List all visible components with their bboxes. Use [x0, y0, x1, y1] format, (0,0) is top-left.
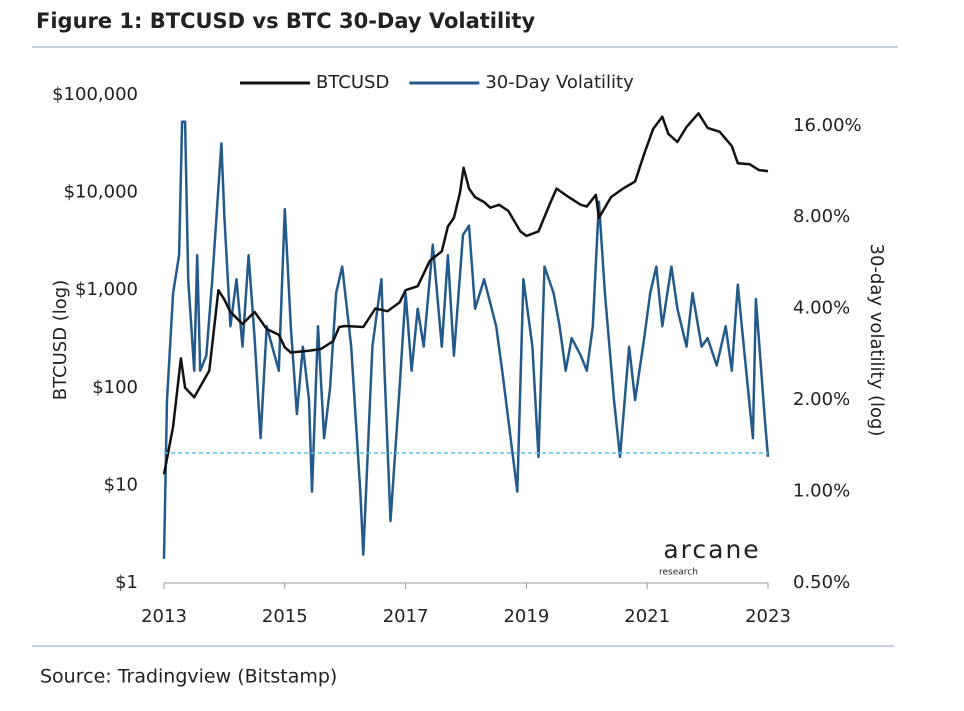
- y-tick-label: $1: [115, 572, 138, 593]
- legend-label: BTCUSD: [316, 72, 389, 93]
- y2-tick-label: 16.00%: [793, 115, 862, 136]
- logo-tagline: research: [659, 568, 698, 578]
- series-line: [162, 120, 770, 559]
- legend-label: 30-Day Volatility: [485, 72, 634, 93]
- y2-tick-label: 4.00%: [793, 298, 850, 319]
- x-tick-label: 2013: [141, 606, 187, 627]
- y-tick-label: $100: [92, 377, 138, 398]
- y2-tick-label: 2.00%: [793, 389, 850, 410]
- x-tick-label: 2023: [745, 606, 791, 627]
- chart-title: Figure 1: BTCUSD vs BTC 30-Day Volatilit…: [36, 9, 535, 33]
- y2-axis-label: 30-day volatility (log): [866, 244, 887, 437]
- x-tick-label: 2015: [262, 606, 308, 627]
- y2-tick-label: 1.00%: [793, 481, 850, 502]
- x-tick-label: 2017: [383, 606, 429, 627]
- source-note: Source: Tradingview (Bitstamp): [40, 666, 337, 688]
- series-line: [162, 112, 769, 475]
- y-tick-label: $10,000: [64, 182, 138, 203]
- x-tick-label: 2019: [503, 606, 549, 627]
- x-tick-label: 2021: [624, 606, 670, 627]
- y2-tick-label: 0.50%: [793, 572, 850, 593]
- y2-tick-label: 8.00%: [793, 206, 850, 227]
- y-tick-label: $1,000: [75, 279, 138, 300]
- y-tick-label: $100,000: [52, 84, 138, 105]
- y-tick-label: $10: [104, 474, 138, 495]
- y-axis-label: BTCUSD (log): [50, 280, 71, 401]
- logo-name: arcane: [663, 535, 760, 564]
